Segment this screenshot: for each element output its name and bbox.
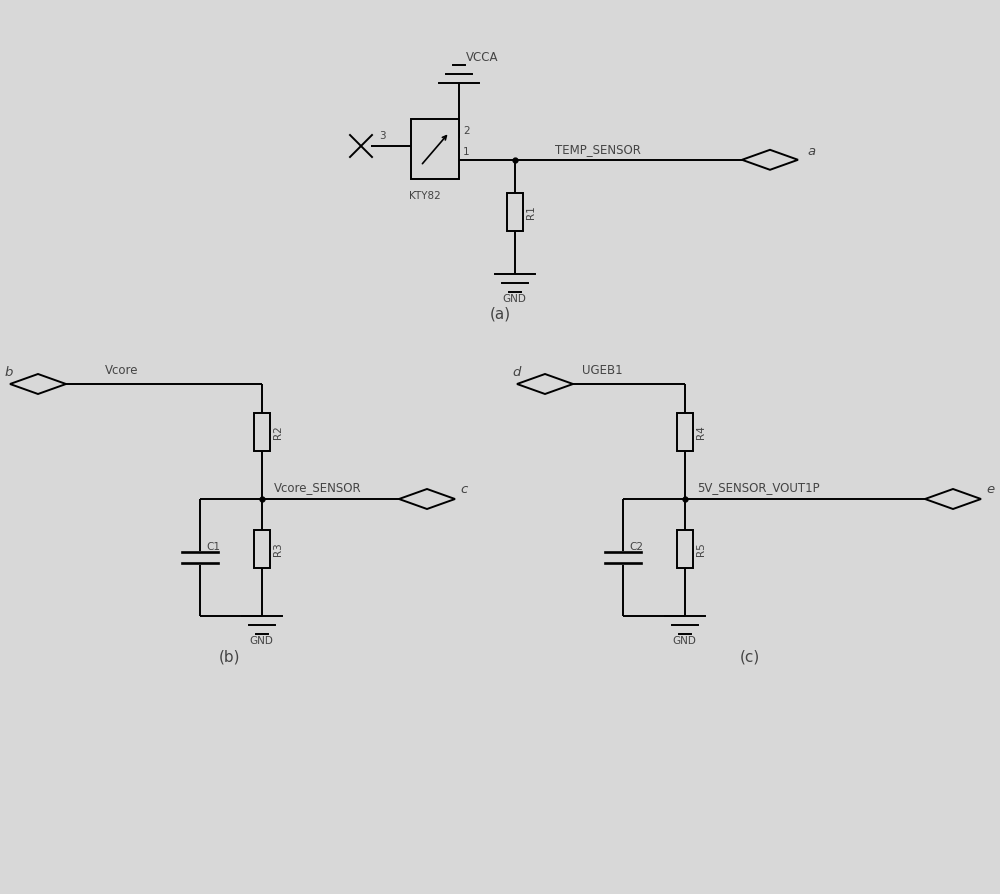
Bar <box>254 530 270 568</box>
Bar <box>507 193 523 231</box>
Text: R2: R2 <box>273 426 283 439</box>
Text: (c): (c) <box>740 650 760 665</box>
Text: 3: 3 <box>379 131 386 141</box>
Bar <box>677 530 693 568</box>
Text: R5: R5 <box>696 542 706 556</box>
Text: a: a <box>807 145 815 158</box>
Text: (a): (a) <box>489 307 511 322</box>
Text: GND: GND <box>502 294 526 304</box>
Polygon shape <box>517 374 573 394</box>
Text: (b): (b) <box>219 650 241 665</box>
Text: GND: GND <box>249 636 273 646</box>
Bar <box>677 413 693 451</box>
Text: d: d <box>512 366 520 379</box>
Text: e: e <box>986 483 994 496</box>
Polygon shape <box>925 489 981 509</box>
Text: c: c <box>460 483 467 496</box>
Text: C1: C1 <box>206 542 220 552</box>
Text: GND: GND <box>672 636 696 646</box>
Text: R1: R1 <box>526 205 536 219</box>
Bar <box>411 119 459 179</box>
Text: R4: R4 <box>696 426 706 439</box>
Text: 2: 2 <box>463 126 470 136</box>
Text: Vcore_SENSOR: Vcore_SENSOR <box>274 481 362 494</box>
Text: TEMP_SENSOR: TEMP_SENSOR <box>555 143 641 156</box>
Text: VCCA: VCCA <box>466 51 498 64</box>
Text: b: b <box>5 366 13 379</box>
Polygon shape <box>10 374 66 394</box>
Text: 1: 1 <box>463 147 470 156</box>
Text: KTY82: KTY82 <box>409 191 441 201</box>
Polygon shape <box>742 150 798 170</box>
Text: C2: C2 <box>629 542 643 552</box>
Text: 5V_SENSOR_VOUT1P: 5V_SENSOR_VOUT1P <box>697 481 820 494</box>
Text: R3: R3 <box>273 542 283 556</box>
Text: Vcore: Vcore <box>105 364 138 377</box>
Text: UGEB1: UGEB1 <box>582 364 623 377</box>
Bar <box>254 413 270 451</box>
Polygon shape <box>399 489 455 509</box>
